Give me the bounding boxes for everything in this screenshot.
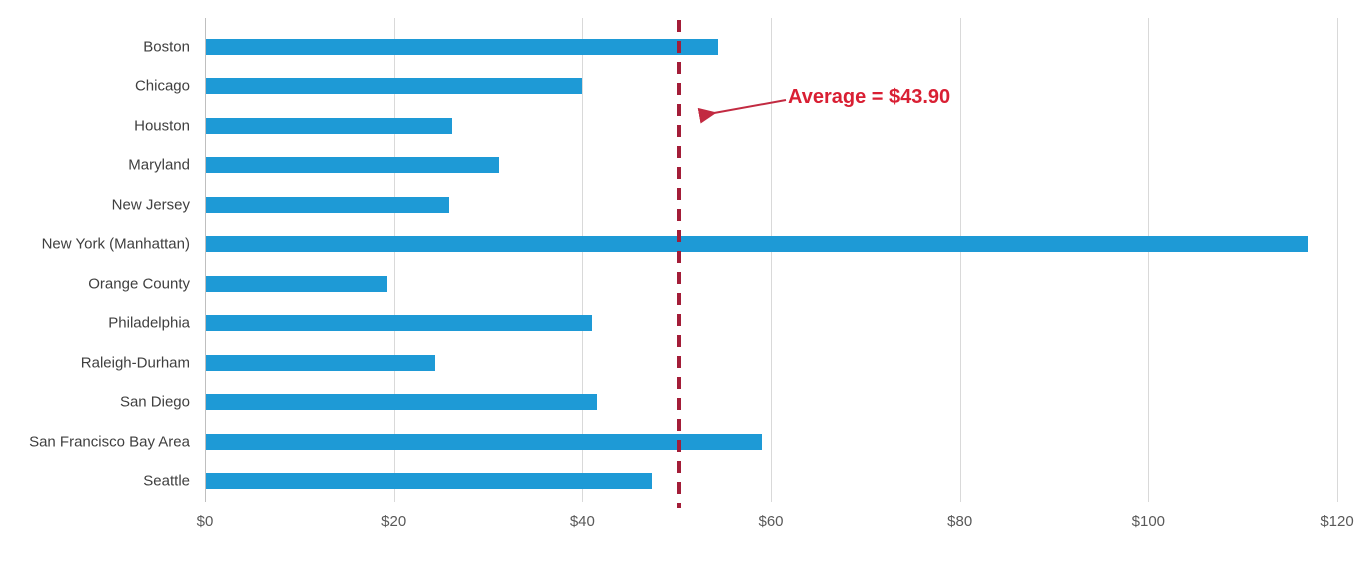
bar (206, 78, 583, 95)
category-label: Seattle (143, 472, 190, 490)
category-label: New York (Manhattan) (41, 235, 190, 253)
bar (206, 433, 762, 450)
x-tick-label: $120 (1320, 513, 1354, 530)
category-label: Chicago (134, 77, 190, 95)
x-tick-label: $60 (758, 513, 784, 530)
bar (206, 394, 598, 411)
gridline-0 (205, 18, 206, 502)
bar (206, 117, 453, 134)
x-tick-label: $80 (947, 513, 973, 530)
category-label: New Jersey (111, 196, 190, 214)
gridline-20 (393, 18, 395, 502)
gridline-100 (1148, 18, 1150, 502)
category-label: Houston (134, 117, 190, 135)
bar (206, 157, 500, 174)
bar (206, 39, 719, 55)
average-annotation-label: Average = $43.90 (788, 86, 951, 108)
bar (206, 354, 436, 371)
bar (206, 236, 1308, 253)
category-label: Boston (143, 38, 190, 56)
category-label: San Francisco Bay Area (29, 433, 190, 450)
bar (206, 315, 592, 332)
bar (206, 196, 450, 213)
gridline-60 (771, 18, 772, 502)
gridline-80 (959, 18, 961, 502)
category-label: Raleigh-Durham (80, 354, 190, 372)
category-label: Orange County (88, 275, 190, 293)
bar (206, 275, 388, 292)
x-tick-label: $40 (569, 513, 595, 530)
gridline-40 (582, 18, 584, 502)
x-tick-label: $100 (1131, 513, 1166, 530)
gridline-120 (1337, 18, 1338, 502)
x-tick-label: $0 (196, 513, 214, 530)
average-dashed-line (676, 20, 681, 508)
bar (206, 472, 653, 489)
category-label: Maryland (128, 156, 190, 174)
category-label: San Diego (119, 393, 190, 411)
category-label: Philadelphia (108, 314, 190, 332)
x-tick-label: $20 (381, 513, 407, 530)
